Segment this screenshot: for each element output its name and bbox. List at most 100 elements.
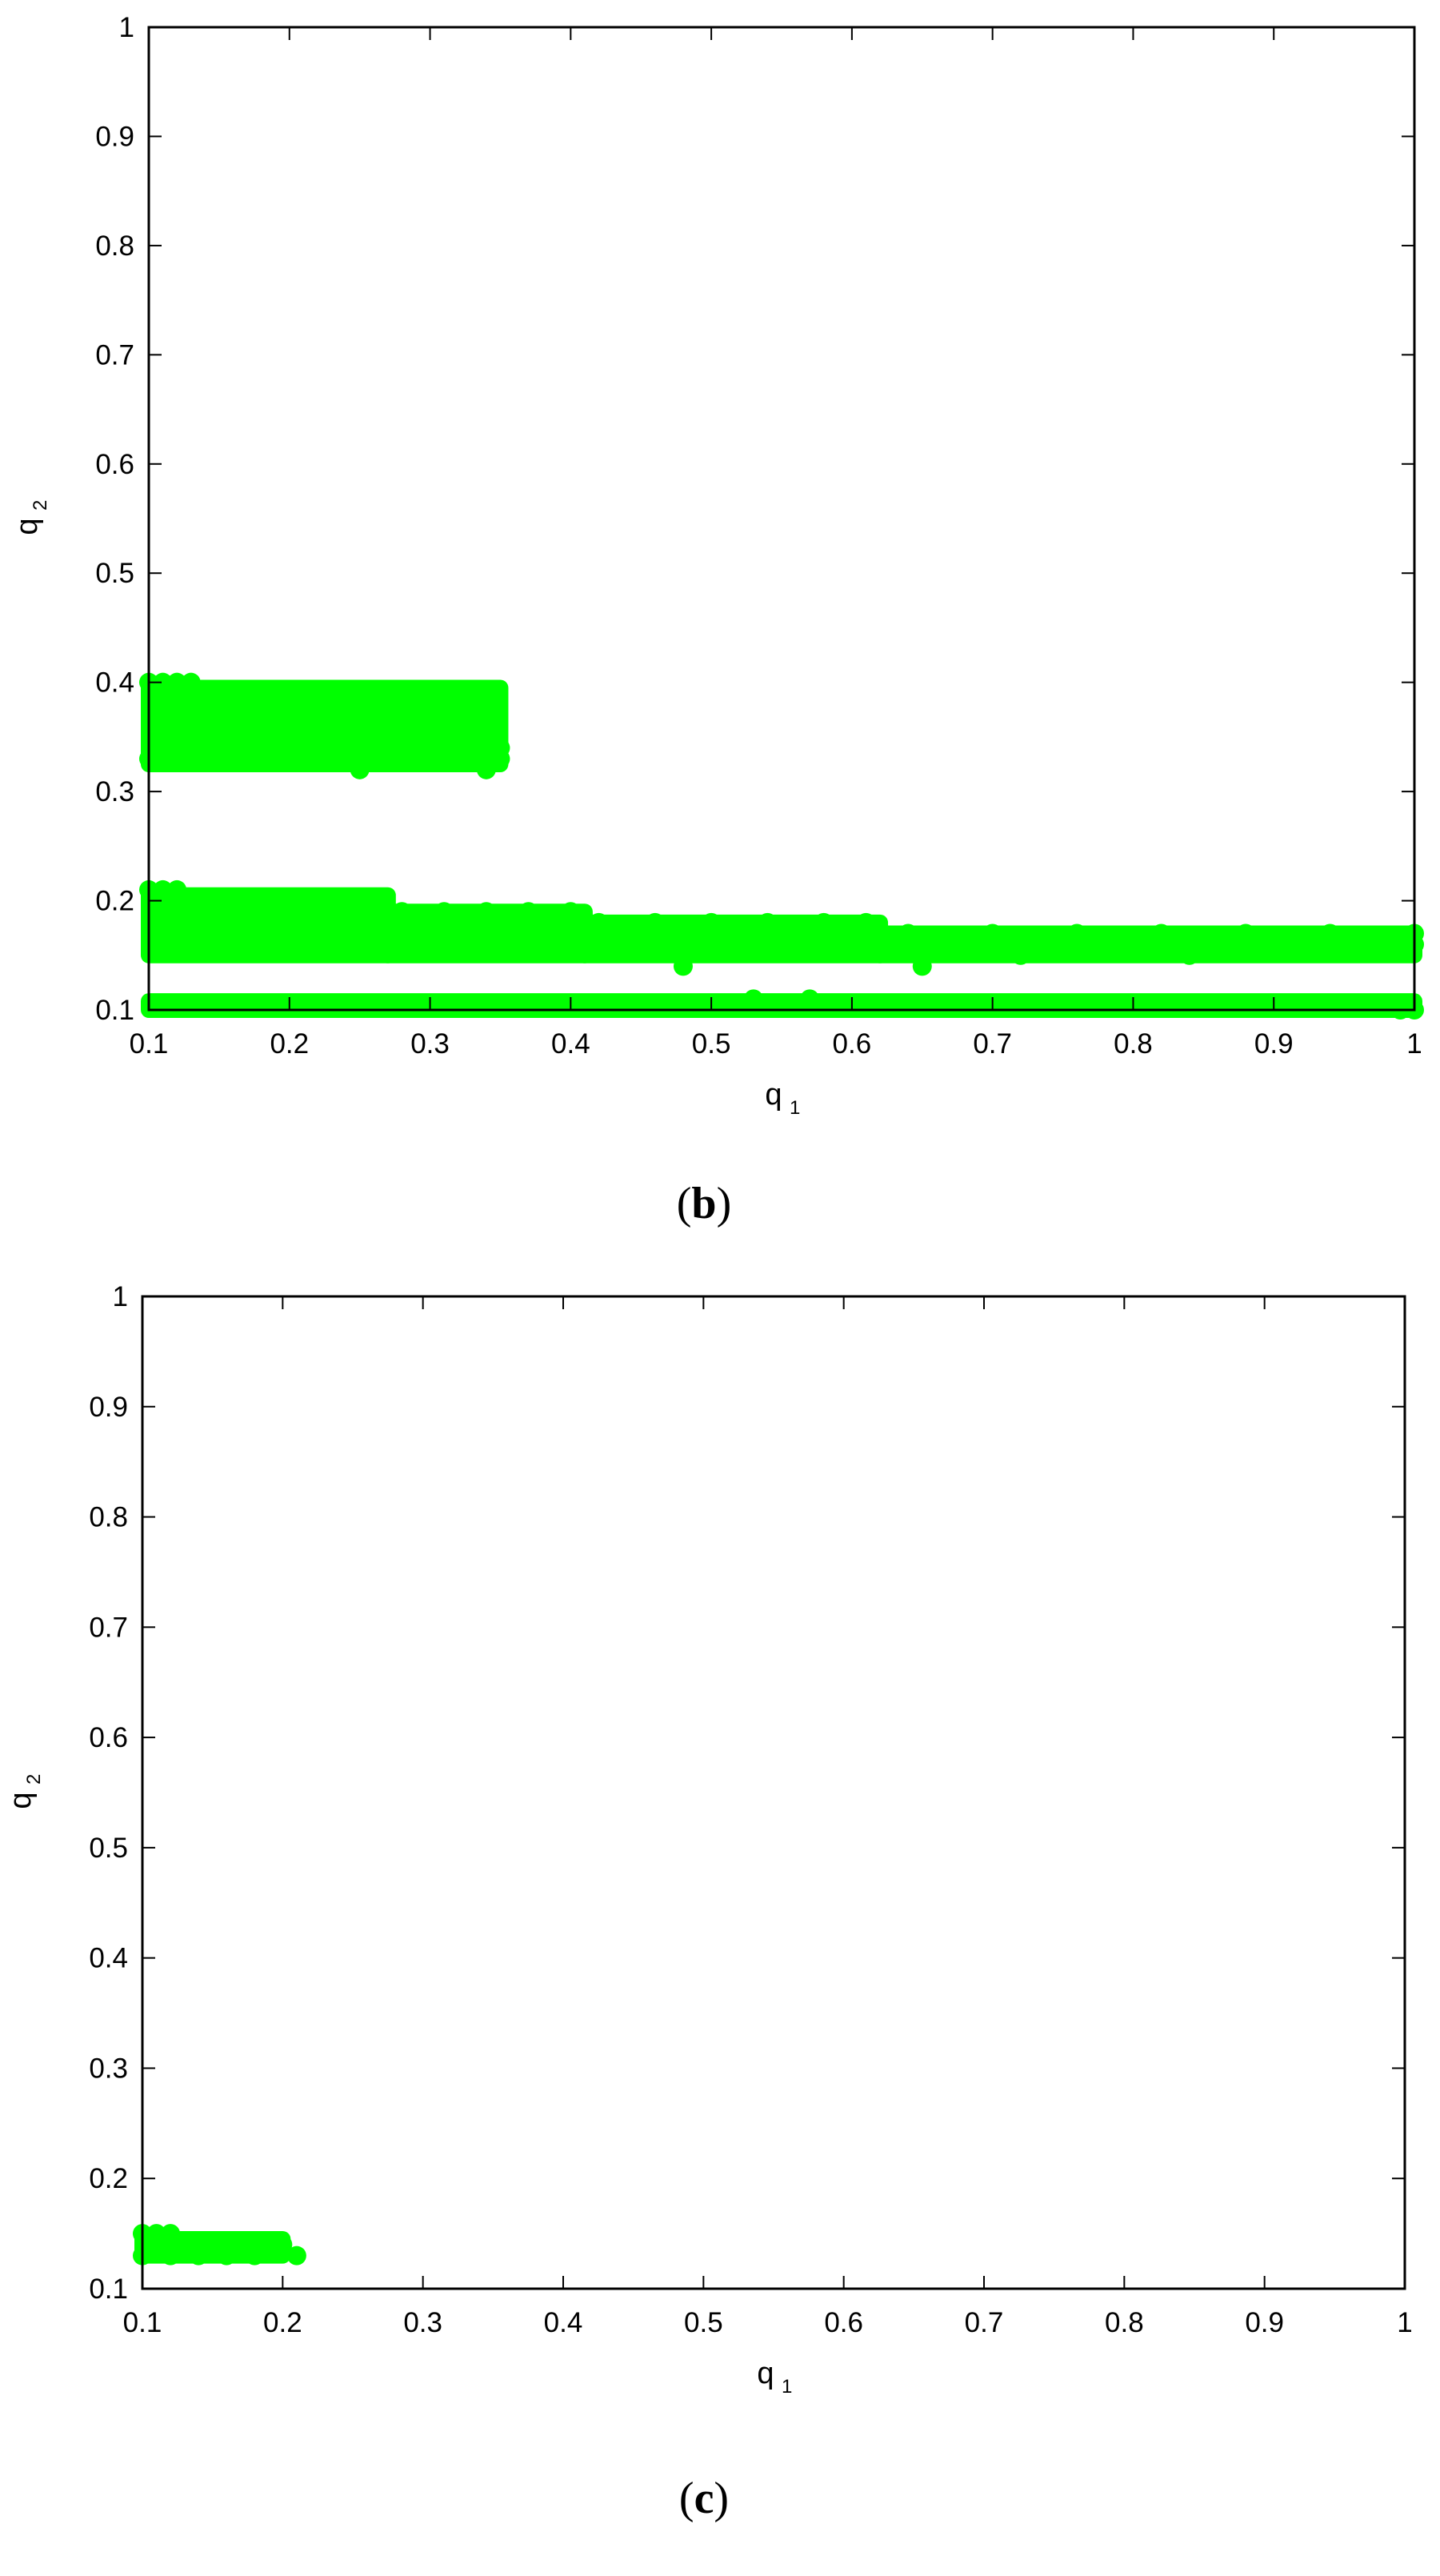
data-point — [294, 694, 314, 714]
data-point — [476, 727, 496, 747]
x-tick-label: 0.3 — [410, 1028, 450, 1060]
chart-panel-b: 0.1 0.2 0.3 0.4 0.5 0.6 0.7 0.8 0.9 1 0.1 0.2 0.3 0.4… — [10, 12, 1424, 1228]
x-tick-label: 0.3 — [403, 2307, 442, 2338]
data-point — [322, 891, 342, 911]
y-tick-label: 0.3 — [89, 2053, 128, 2084]
y-tick-label: 0.2 — [89, 2163, 128, 2194]
data-point — [167, 879, 187, 899]
data-point — [279, 891, 299, 911]
data-point — [673, 956, 693, 976]
panel-caption: (b) — [677, 1179, 731, 1228]
data-point — [462, 738, 482, 758]
chart-panel-c: 0.1 0.2 0.3 0.4 0.5 0.6 0.7 0.8 0.9 1 0.1 0.2 0.3 0.4… — [4, 1281, 1413, 2523]
x-tick-label: 0.4 — [544, 2307, 583, 2338]
y-tick-label: 0.8 — [95, 230, 134, 262]
data-point — [266, 694, 286, 714]
data-point — [307, 749, 327, 769]
data-point — [322, 705, 342, 725]
data-point — [161, 2224, 181, 2244]
x-tick-label: 0.1 — [123, 2307, 162, 2338]
data-point — [1264, 935, 1284, 955]
data-point — [238, 683, 258, 703]
data-point — [1010, 945, 1030, 965]
data-point — [561, 902, 581, 922]
data-point — [189, 2245, 209, 2266]
data-point — [364, 738, 384, 758]
y-tick-label: 0.9 — [89, 1392, 128, 1423]
x-tick-label: 0.5 — [684, 2307, 723, 2338]
data-point — [378, 716, 398, 736]
y-tick-label: 0.5 — [89, 1833, 128, 1864]
panel-caption: (c) — [679, 2474, 729, 2523]
x-tick-label: 1 — [1397, 2307, 1412, 2338]
data-point — [258, 2234, 278, 2254]
data-point — [476, 759, 496, 779]
data-point — [1236, 923, 1256, 943]
x-axis-label: q — [765, 1078, 782, 1112]
x-tick-label: 0.8 — [1105, 2307, 1144, 2338]
data-point — [982, 923, 1002, 943]
data-point — [273, 2234, 293, 2254]
data-point — [153, 749, 173, 769]
data-point — [406, 716, 426, 736]
y-tick-label: 0.1 — [89, 2274, 128, 2305]
data-point — [181, 672, 201, 692]
data-point — [209, 749, 229, 769]
data-point — [758, 912, 778, 932]
y-tick-label: 0.3 — [95, 776, 134, 807]
data-point — [856, 912, 876, 932]
data-point — [1067, 923, 1087, 943]
data-point — [1179, 945, 1199, 965]
y-axis-label: q — [4, 1792, 38, 1809]
y-axis-label-subscript: 2 — [23, 1774, 45, 1785]
y-tick-label: 0.2 — [95, 886, 134, 917]
x-tick-label: 0.6 — [833, 1028, 872, 1060]
data-band — [379, 903, 593, 963]
plot-border — [147, 26, 1416, 1012]
data-point — [238, 891, 258, 911]
y-tick-label: 1 — [119, 12, 134, 43]
x-tick-label: 0.7 — [965, 2307, 1004, 2338]
y-axis-label-subscript: 2 — [30, 500, 51, 511]
data-point — [420, 727, 440, 747]
data-point — [286, 2245, 306, 2266]
x-tick-label: 0.7 — [973, 1028, 1012, 1060]
y-tick-label: 0.6 — [89, 1722, 128, 1753]
x-tick-label: 0.8 — [1114, 1028, 1153, 1060]
data-point — [434, 902, 454, 922]
y-tick-label: 0.1 — [95, 995, 134, 1026]
y-tick-label: 0.5 — [95, 558, 134, 589]
data-point — [1151, 923, 1171, 943]
x-axis-label-subscript: 1 — [790, 1097, 800, 1119]
data-point — [161, 2245, 181, 2266]
y-tick-label: 0.7 — [89, 1612, 128, 1643]
y-axis-label-group: q2 — [10, 500, 51, 535]
x-tick-label: 0.6 — [824, 2307, 863, 2338]
data-point — [476, 902, 496, 922]
data-band — [141, 679, 509, 772]
y-axis-label-group: q2 — [4, 1774, 45, 1809]
plot-border — [141, 1295, 1406, 2290]
y-axis-label: q — [10, 518, 44, 535]
x-tick-label: 0.2 — [270, 1028, 309, 1060]
x-axis-label-subscript: 1 — [782, 2376, 792, 2398]
data-point — [1320, 923, 1340, 943]
plot-frame — [147, 26, 1416, 1012]
data-point — [743, 989, 763, 1009]
data-point — [153, 879, 173, 899]
data-band — [141, 993, 1422, 1018]
data-point — [364, 891, 384, 911]
data-point — [167, 683, 187, 703]
data-point — [245, 2245, 265, 2266]
data-point — [238, 749, 258, 769]
data-point — [589, 912, 609, 932]
x-tick-label: 0.9 — [1254, 1028, 1294, 1060]
data-point — [518, 902, 538, 922]
x-axis-label: q — [757, 2357, 774, 2390]
data-point — [181, 749, 201, 769]
data-point — [279, 749, 299, 769]
data-point — [814, 912, 834, 932]
y-tick-label: 0.8 — [89, 1502, 128, 1533]
x-tick-label: 0.2 — [263, 2307, 302, 2338]
